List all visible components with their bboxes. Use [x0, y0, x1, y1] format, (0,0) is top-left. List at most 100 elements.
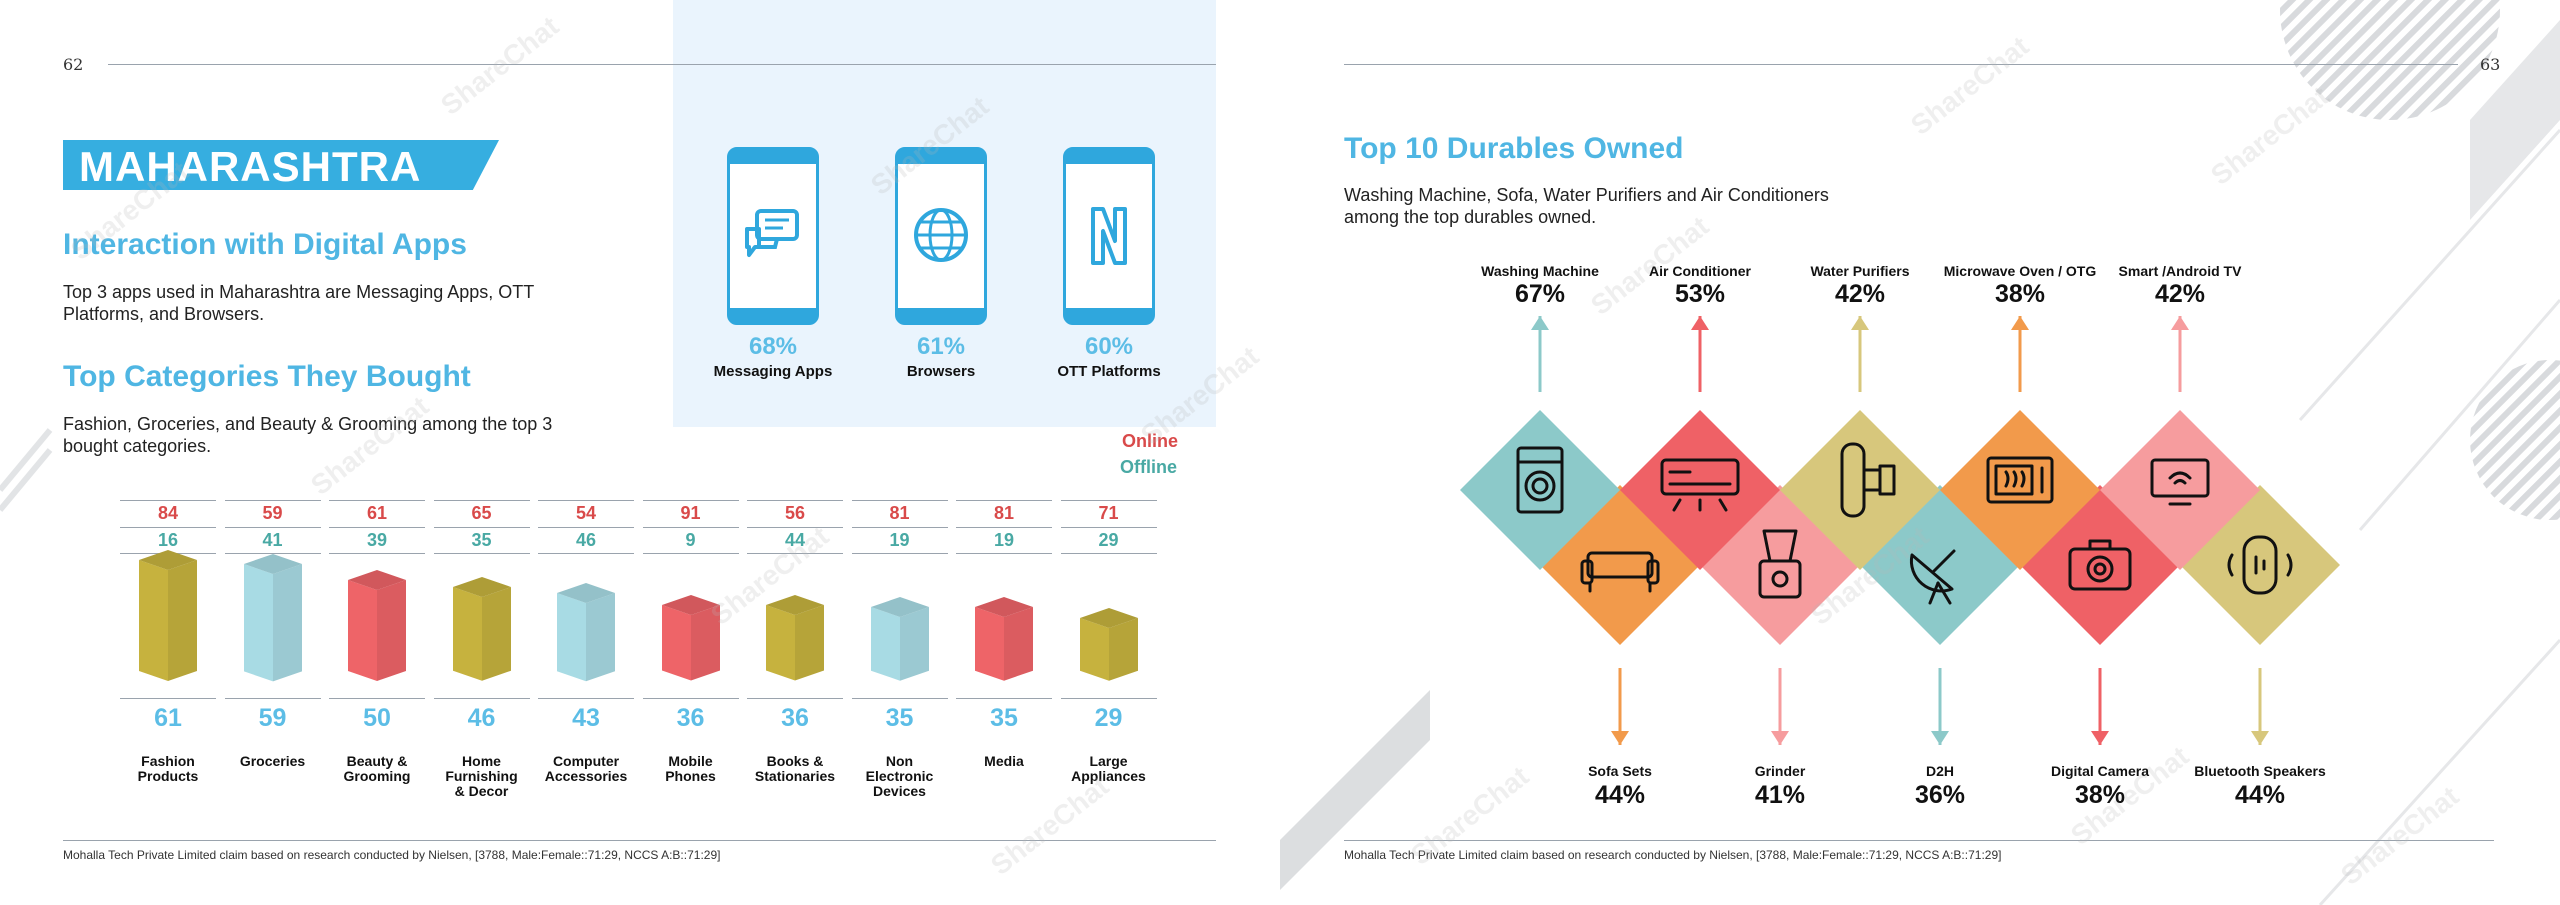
washing-machine-icon — [1516, 446, 1564, 514]
durables-diagram — [1460, 316, 2340, 745]
table-rule — [538, 698, 634, 699]
offline-share: 19 — [889, 530, 910, 550]
table-rule — [1060, 500, 1157, 501]
table-rule — [851, 553, 948, 554]
apps-heading: Interaction with Digital Apps — [63, 228, 467, 261]
offline-share: 19 — [993, 530, 1015, 550]
down-arrow — [1931, 668, 1949, 745]
offline-share: 29 — [1098, 530, 1119, 550]
up-arrow — [1531, 316, 1549, 392]
durable-percent: 38% — [1994, 280, 2046, 308]
category-percent: 35 — [885, 704, 914, 732]
app-pct: 61% — [916, 333, 966, 360]
online-share: 81 — [889, 503, 910, 523]
microwave-icon — [1986, 456, 2054, 504]
table-rule — [642, 553, 739, 554]
table-rule — [642, 500, 739, 501]
category-label: Mobile Phones — [665, 753, 716, 784]
table-rule — [329, 553, 425, 554]
durable-percent: 38% — [2074, 781, 2126, 809]
table-rule — [329, 698, 425, 699]
durable-label: Sofa Sets — [1588, 763, 1652, 779]
online-share: 81 — [993, 503, 1015, 523]
table-rule — [851, 698, 948, 699]
category-bar — [243, 553, 302, 681]
satellite-dish-icon — [1909, 549, 1956, 605]
durable-percent: 44% — [1594, 781, 1646, 809]
table-rule — [224, 698, 321, 699]
durable-percent: 42% — [2154, 280, 2206, 308]
category-label: Beauty & Grooming — [343, 753, 411, 784]
table-rule — [433, 500, 530, 501]
category-percent: 43 — [572, 704, 600, 732]
footer-rule — [63, 840, 1216, 841]
durable-diamond — [1460, 410, 1620, 570]
category-percent: 36 — [781, 704, 809, 732]
offline-share: 39 — [366, 530, 388, 550]
app-pct: 68% — [748, 333, 798, 360]
down-arrow — [2251, 668, 2269, 745]
category-bar — [661, 595, 720, 681]
table-rule — [433, 698, 530, 699]
category-bar — [452, 577, 511, 681]
category-bar — [139, 549, 197, 681]
category-percent: 36 — [676, 704, 705, 732]
table-rule — [329, 500, 425, 501]
offline-share: 41 — [262, 530, 283, 550]
down-arrow — [1611, 668, 1629, 745]
durable-label: Bluetooth Speakers — [2194, 763, 2326, 779]
category-percent: 29 — [1094, 704, 1123, 732]
down-arrow — [1771, 668, 1789, 745]
page-number: 62 — [63, 55, 84, 74]
category-label: Groceries — [239, 753, 306, 769]
category-bar — [557, 582, 615, 681]
online-share: 65 — [471, 503, 492, 523]
speaker-icon — [2227, 535, 2293, 595]
header-rule — [1344, 64, 2458, 65]
category-label: Books & Stationaries — [754, 753, 836, 784]
table-rule — [120, 527, 216, 528]
table-rule — [224, 527, 321, 528]
category-percent: 59 — [258, 704, 287, 732]
durable-percent: 36% — [1914, 781, 1966, 809]
durable-percent: 41% — [1754, 781, 1806, 809]
durable-label: Smart /Android TV — [2118, 263, 2242, 279]
categories-description: Fashion, Groceries, and Beauty & Groomin… — [63, 414, 553, 456]
table-rule — [1060, 527, 1157, 528]
table-rule — [642, 527, 739, 528]
grinder-icon — [1758, 529, 1802, 599]
table-rule — [120, 500, 216, 501]
category-label: Large Appliances — [1071, 753, 1146, 784]
category-bar — [870, 597, 929, 681]
durable-label: Microwave Oven / OTG — [1943, 263, 2097, 279]
category-bar — [1079, 608, 1138, 681]
table-rule — [956, 698, 1052, 699]
grey-stripe-decoration — [1280, 690, 1430, 890]
table-rule — [956, 553, 1052, 554]
online-share: 71 — [1098, 503, 1119, 523]
table-rule — [851, 500, 948, 501]
durable-label: Grinder — [1754, 763, 1806, 779]
offline-share: 16 — [157, 530, 179, 550]
water-purifier-icon — [1840, 442, 1896, 518]
durable-label: Digital Camera — [2050, 763, 2150, 779]
legend-online: Online — [1122, 431, 1179, 451]
left-page: 62 MAHARASHTRA Interaction with Digital … — [0, 0, 1264, 881]
online-share: 91 — [680, 503, 701, 523]
durables-description: Washing Machine, Sofa, Water Purifiers a… — [1344, 185, 1829, 227]
category-label: Media — [984, 753, 1024, 769]
down-arrow — [2091, 668, 2109, 745]
categories-heading: Top Categories They Bought — [63, 360, 471, 393]
table-rule — [642, 698, 739, 699]
table-rule — [120, 698, 216, 699]
phone-browsers — [895, 147, 987, 325]
durables-heading: Top 10 Durables Owned — [1344, 132, 1684, 165]
table-rule — [433, 553, 530, 554]
durable-percent: 44% — [2234, 781, 2286, 809]
durable-diamond — [1780, 410, 1940, 570]
table-rule — [1060, 553, 1157, 554]
table-rule — [747, 553, 843, 554]
camera-icon — [2068, 539, 2132, 591]
table-rule — [747, 698, 843, 699]
table-rule — [433, 527, 530, 528]
